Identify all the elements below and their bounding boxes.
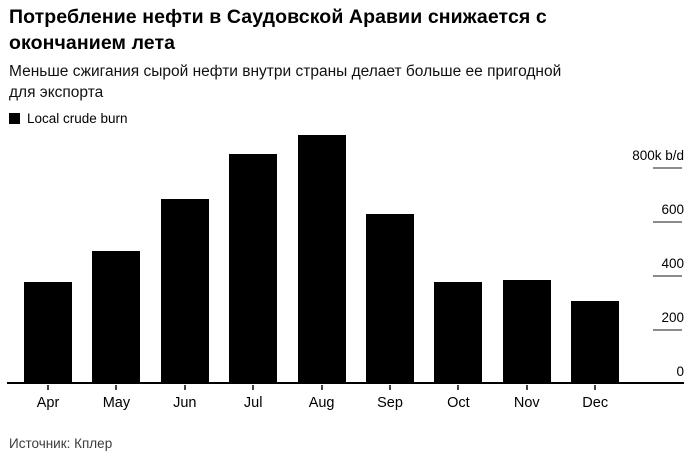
x-tick-nov [525, 385, 528, 390]
legend: Local crude burn [9, 111, 128, 126]
y-ticklabel-400: 400 [661, 255, 684, 271]
x-tick-apr [47, 385, 49, 390]
bar-nov [502, 280, 551, 383]
x-axis-area: Apr May Jun Jul Aug Sep Oct Nov Dec [0, 383, 689, 417]
x-label-aug: Aug [308, 395, 335, 411]
title-line-1: Потребление нефти в Саудовской Аравии сн… [9, 6, 547, 28]
bar-aug [297, 134, 346, 383]
x-tick-jul [252, 385, 255, 390]
y-ticklabel-800: 800k b/d [632, 147, 684, 163]
x-label-apr: Apr [36, 395, 60, 411]
x-tick-aug [320, 385, 323, 390]
y-ticklabel-0: 0 [676, 363, 684, 379]
x-tick-dec [594, 385, 597, 390]
chart-subtitle: Меньше сжигания сырой нефти внутри стран… [9, 61, 681, 104]
bar-may [92, 250, 141, 383]
page-title: Потребление нефти в Саудовской Аравии сн… [9, 5, 679, 57]
x-label-may: May [102, 395, 131, 411]
bar-sep [366, 214, 414, 383]
x-label-jul: Jul [243, 395, 263, 411]
bar-apr [24, 281, 72, 383]
x-label-oct: Oct [447, 395, 470, 411]
subtitle-line-2: для экспорта [9, 84, 104, 102]
x-tick-sep [389, 385, 391, 390]
x-tick-jun [183, 385, 186, 390]
x-label-nov: Nov [513, 395, 540, 411]
bar-dec [571, 300, 620, 383]
bar-oct [434, 281, 483, 383]
legend-swatch-icon [9, 113, 20, 124]
title-line-2: окончанием лета [9, 31, 176, 54]
bar-jul [229, 153, 278, 383]
x-label-sep: Sep [377, 395, 403, 411]
y-tickline-600 [653, 221, 682, 223]
y-tickline-200 [653, 329, 682, 331]
y-ticklabel-200: 200 [661, 309, 684, 325]
x-axis-line [7, 382, 684, 384]
bar-jun [160, 199, 209, 383]
x-label-jun: Jun [173, 395, 197, 411]
subtitle-line-1: Меньше сжигания сырой нефти внутри стран… [9, 63, 562, 80]
x-label-dec: Dec [582, 395, 609, 411]
plot-area: 0 200 400 600 800k b/d [0, 130, 689, 384]
x-tick-may [115, 385, 118, 390]
y-tickline-400 [653, 275, 682, 277]
y-tickline-800 [653, 167, 682, 169]
y-ticklabel-600: 600 [661, 201, 684, 217]
source-note: Источник: Кплер [9, 436, 113, 451]
x-tick-oct [457, 385, 460, 390]
legend-label: Local crude burn [27, 111, 128, 126]
